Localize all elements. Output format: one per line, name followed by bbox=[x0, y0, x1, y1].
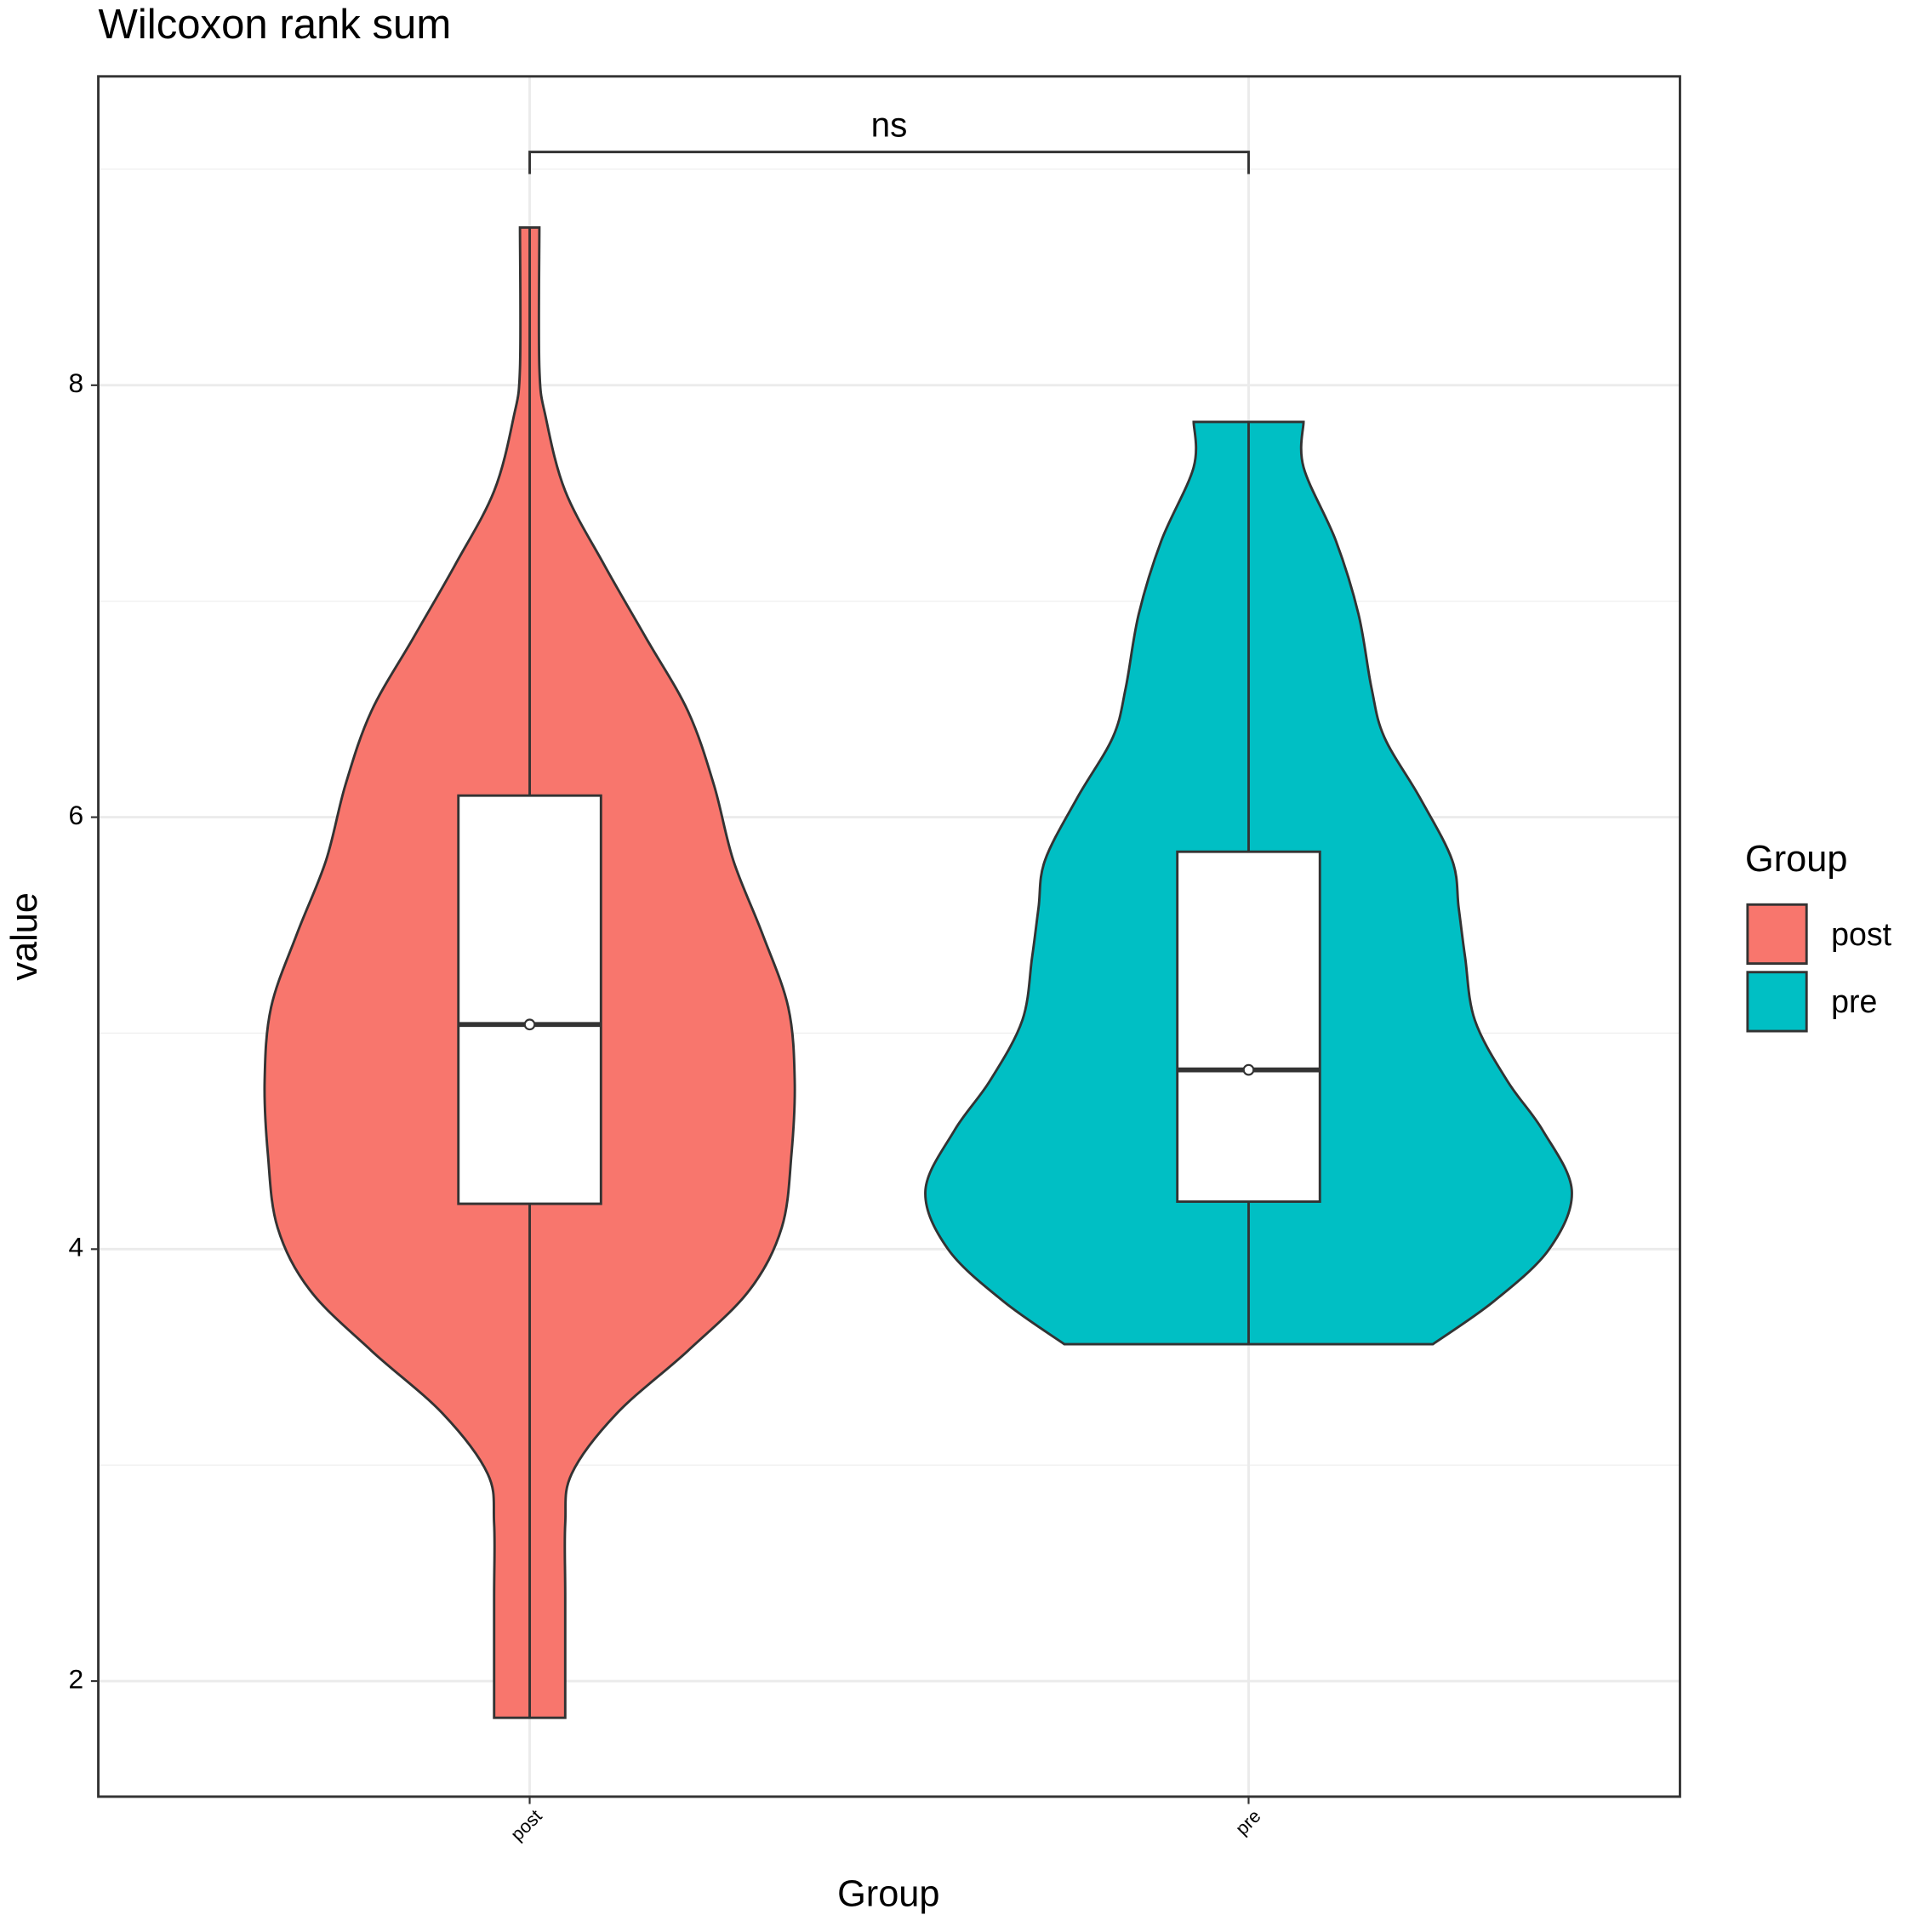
y-tick-label: 2 bbox=[69, 1663, 84, 1694]
y-tick-label: 8 bbox=[69, 368, 84, 398]
box bbox=[1176, 850, 1321, 1203]
mean-point bbox=[523, 1018, 536, 1031]
y-axis-title: value bbox=[4, 892, 45, 981]
x-tick-label: post bbox=[506, 1805, 546, 1845]
legend-title: Group bbox=[1745, 839, 1847, 880]
significance-label: ns bbox=[871, 105, 908, 144]
y-tick-label: 6 bbox=[69, 800, 84, 830]
box bbox=[457, 794, 602, 1205]
legend-key bbox=[1746, 971, 1808, 1033]
y-tick-label: 4 bbox=[69, 1232, 84, 1262]
significance-bracket bbox=[528, 151, 1250, 174]
mean-point bbox=[1242, 1063, 1255, 1076]
x-axis-title: Group bbox=[837, 1873, 939, 1914]
legend-key bbox=[1746, 903, 1808, 966]
panel-border bbox=[97, 75, 1681, 1798]
chart-title: Wilcoxon rank sum bbox=[99, 2, 452, 48]
legend-label: pre bbox=[1831, 983, 1877, 1019]
legend-label: post bbox=[1831, 916, 1892, 952]
x-tick-label: pre bbox=[1231, 1805, 1265, 1839]
